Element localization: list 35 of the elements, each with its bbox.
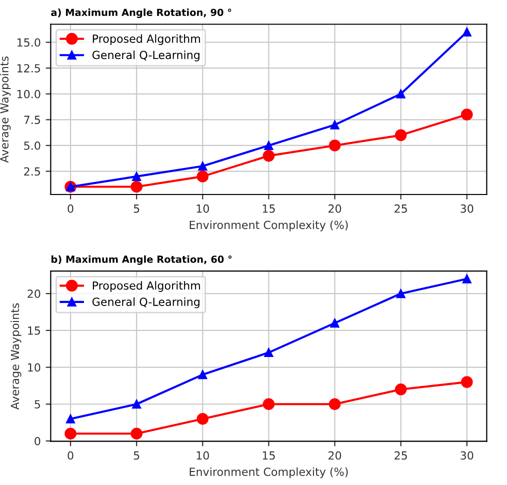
chart-title: b) Maximum Angle Rotation, 60 °	[52, 255, 232, 265]
y-tick-label: 12.5	[17, 64, 40, 72]
x-tick-label: 20	[328, 451, 342, 460]
y-tick-label: 0	[34, 436, 40, 446]
chart-title: a) Maximum Angle Rotation, 90 °	[51, 8, 232, 18]
legend-label: Proposed Algorithm	[92, 34, 200, 46]
y-axis-title: Average Waypoints	[0, 56, 11, 163]
y-axis-title: Average Waypoints	[10, 303, 22, 410]
x-tick-label: 30	[460, 204, 474, 213]
x-tick-label: 15	[262, 204, 275, 213]
y-tick-label: 10	[28, 363, 40, 372]
y-tick-label: 15.0	[17, 38, 40, 47]
x-tick-label: 0	[68, 451, 74, 460]
x-tick-label: 20	[328, 204, 342, 213]
x-tick-label: 10	[196, 451, 209, 460]
y-tick-label: 15	[28, 326, 40, 335]
x-tick-label: 15	[262, 451, 275, 460]
x-tick-label: 5	[134, 204, 140, 213]
x-tick-label: 25	[394, 204, 407, 213]
x-tick-label: 5	[134, 451, 140, 460]
y-tick-label: 2.5	[24, 167, 40, 176]
y-tick-label: 20	[28, 290, 40, 298]
y-tick-label: 7.5	[24, 116, 40, 124]
x-tick-label: 25	[394, 451, 407, 460]
legend-label: General Q-Learning	[92, 50, 200, 62]
y-tick-label: 5	[34, 400, 40, 409]
x-axis-title: Environment Complexity (%)	[190, 467, 348, 478]
y-tick-label: 10.0	[17, 90, 40, 98]
x-tick-label: 0	[68, 204, 74, 213]
legend-label: Proposed Algorithm	[92, 281, 200, 292]
y-tick-label: 5.0	[24, 141, 40, 150]
x-tick-label: 10	[196, 204, 209, 213]
x-axis-title: Environment Complexity (%)	[190, 220, 348, 232]
legend-label: General Q-Learning	[92, 297, 200, 308]
x-tick-label: 30	[460, 451, 474, 460]
